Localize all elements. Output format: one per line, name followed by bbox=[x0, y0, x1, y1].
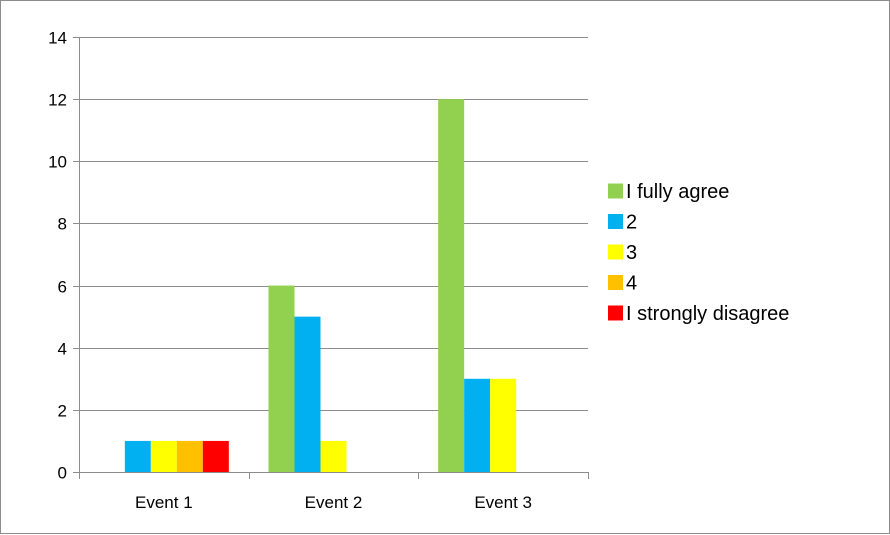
x-category-labels: Event 1 Event 2 Event 3 bbox=[135, 493, 532, 512]
x-category-label: Event 2 bbox=[305, 493, 363, 512]
bar bbox=[202, 440, 229, 472]
legend-label: 3 bbox=[626, 242, 637, 264]
bar bbox=[150, 440, 177, 472]
legend-label: 2 bbox=[626, 212, 637, 234]
legend-swatch bbox=[608, 183, 623, 199]
legend-label: I fully agree bbox=[626, 181, 729, 203]
bar bbox=[464, 378, 491, 472]
bar bbox=[490, 378, 517, 472]
y-tick-label: 8 bbox=[58, 215, 67, 234]
bars bbox=[124, 99, 517, 473]
legend-swatch bbox=[608, 275, 623, 290]
y-tick-label: 10 bbox=[48, 153, 67, 172]
x-category-label: Event 1 bbox=[135, 493, 193, 512]
legend-swatch bbox=[608, 214, 623, 229]
x-category-label: Event 3 bbox=[474, 493, 532, 512]
y-tick-label: 4 bbox=[58, 340, 67, 359]
y-tick-labels: 0 2 4 6 8 10 12 14 bbox=[48, 29, 67, 483]
axes bbox=[73, 37, 589, 479]
y-tick-label: 14 bbox=[48, 29, 67, 48]
bar bbox=[268, 285, 295, 472]
bar bbox=[294, 316, 321, 472]
bar bbox=[124, 440, 151, 472]
bar bbox=[176, 440, 203, 472]
gridlines bbox=[79, 37, 588, 411]
y-tick-label: 6 bbox=[58, 278, 67, 297]
legend-label: 4 bbox=[626, 273, 637, 295]
bar bbox=[438, 99, 465, 473]
legend: I fully agree 2 3 4 I strongly disagree bbox=[608, 181, 789, 325]
legend-label: I strongly disagree bbox=[626, 303, 789, 325]
bar bbox=[320, 440, 347, 472]
legend-swatch bbox=[608, 305, 623, 321]
y-tick-label: 0 bbox=[58, 464, 67, 483]
legend-swatch bbox=[608, 244, 623, 260]
y-tick-label: 2 bbox=[58, 402, 67, 421]
y-tick-label: 12 bbox=[48, 91, 67, 110]
